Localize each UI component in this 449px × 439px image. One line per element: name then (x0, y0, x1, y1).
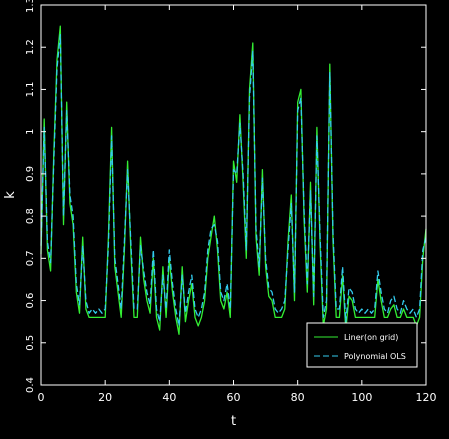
ticks-layer: 0 20 40 60 80 100 120 0.4 0.5 0.6 0.7 0.8 0.9 1 1.1 1.2… (25, 0, 437, 404)
legend-label-liner: Liner(on grid) (344, 333, 398, 342)
series-layer (40, 25, 427, 335)
y-tick-label: 0.7 (25, 250, 36, 266)
x-axis-label: t (231, 414, 236, 429)
y-tick-label: 1 (25, 128, 36, 134)
legend-label-polynomial-ols: Polynomial OLS (344, 352, 406, 361)
y-tick-label: 1.1 (25, 81, 36, 97)
x-tick-label: 60 (227, 391, 241, 404)
x-tick-label: 20 (98, 391, 112, 404)
x-tick-label: 120 (416, 391, 437, 404)
y-tick-label: 1.3 (25, 0, 36, 13)
x-tick-label: 80 (291, 391, 305, 404)
y-axis-label: k (3, 191, 18, 199)
y-tick-label: 0.9 (25, 166, 36, 182)
x-tick-label: 100 (351, 391, 372, 404)
x-tick-label: 0 (38, 391, 45, 404)
y-tick-label: 0.4 (25, 377, 36, 393)
y-tick-label: 0.8 (25, 208, 36, 224)
legend: Liner(on grid) Polynomial OLS (306, 322, 418, 368)
y-tick-label: 0.5 (25, 335, 36, 351)
y-tick-label: 1.2 (25, 39, 36, 55)
series-liner-line (40, 25, 427, 335)
legend-box (306, 322, 418, 368)
series-polynomial-ols-line (40, 33, 427, 327)
y-tick-label: 0.6 (25, 293, 36, 309)
x-tick-label: 40 (162, 391, 176, 404)
